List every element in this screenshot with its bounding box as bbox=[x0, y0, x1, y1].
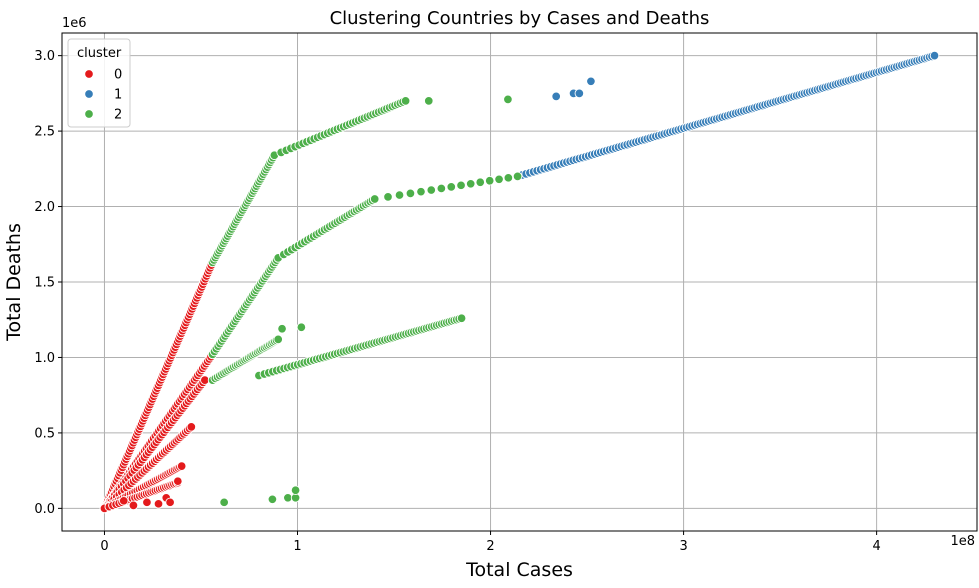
legend: cluster 0 1 2 bbox=[67, 38, 131, 128]
cluster-2-point bbox=[369, 194, 380, 204]
legend-label-2: 2 bbox=[114, 108, 122, 123]
legend-marker-0 bbox=[84, 69, 94, 79]
cluster-1-point bbox=[551, 91, 561, 102]
cluster-0-point bbox=[153, 499, 164, 509]
cluster-2-point bbox=[503, 173, 514, 183]
y-axis-offset-label: 1e6 bbox=[62, 16, 87, 31]
cluster-2-point bbox=[277, 324, 287, 334]
cluster-2-point bbox=[267, 494, 278, 505]
cluster-2-point bbox=[416, 186, 426, 197]
cluster-2-point bbox=[405, 188, 416, 199]
y-tick-label: 2.0 bbox=[34, 200, 55, 215]
cluster-2-point bbox=[494, 174, 504, 185]
x-tick-label: 0 bbox=[100, 539, 108, 554]
data-points bbox=[99, 50, 940, 514]
cluster-0-point bbox=[173, 476, 183, 486]
y-tick-label: 1.5 bbox=[34, 276, 55, 291]
x-axis-offset-label: 1e8 bbox=[950, 534, 975, 549]
y-tick-label: 0.0 bbox=[34, 502, 55, 517]
cluster-0-point bbox=[119, 496, 129, 506]
cluster-2-point bbox=[436, 183, 447, 194]
legend-title: cluster bbox=[77, 46, 122, 61]
legend-box bbox=[67, 38, 131, 128]
cluster-1-point bbox=[574, 88, 585, 99]
y-axis-title: Total Deaths bbox=[3, 223, 25, 342]
axis-ticks: 0 1 2 3 4 0.0 0.5 1.0 1.5 2.0 2.5 3.0 bbox=[34, 49, 880, 554]
legend-marker-1 bbox=[84, 89, 94, 99]
cluster-2-point bbox=[456, 313, 467, 323]
cluster-2-point bbox=[383, 192, 393, 202]
x-tick-label: 4 bbox=[872, 539, 880, 554]
x-axis-title: Total Cases bbox=[465, 559, 573, 581]
cluster-0-point bbox=[186, 422, 197, 432]
cluster-2-point bbox=[446, 182, 457, 192]
x-tick-label: 3 bbox=[679, 539, 687, 554]
legend-entries: 0 1 2 bbox=[84, 68, 122, 123]
y-tick-label: 0.5 bbox=[34, 426, 55, 441]
cluster-2-point bbox=[296, 322, 307, 333]
cluster-1-point bbox=[586, 76, 596, 87]
chart-title: Clustering Countries by Cases and Deaths bbox=[330, 8, 710, 29]
cluster-0-point bbox=[142, 497, 152, 508]
cluster-2-point bbox=[484, 176, 495, 186]
cluster-1-point bbox=[929, 50, 940, 61]
legend-label-0: 0 bbox=[114, 68, 122, 83]
cluster-2-point bbox=[456, 180, 466, 191]
cluster-2-point bbox=[400, 96, 411, 106]
legend-marker-2 bbox=[84, 109, 94, 119]
cluster-2-point bbox=[475, 177, 485, 188]
y-tick-label: 1.0 bbox=[34, 351, 55, 366]
cluster-2-point bbox=[465, 179, 476, 189]
cluster-2-point bbox=[426, 185, 437, 195]
cluster-0-point bbox=[128, 500, 139, 511]
cluster-0-point bbox=[176, 461, 187, 471]
cluster-2-point bbox=[394, 190, 405, 200]
legend-label-1: 1 bbox=[114, 88, 122, 103]
y-tick-label: 2.5 bbox=[34, 125, 55, 140]
cluster-0-point bbox=[165, 497, 175, 508]
cluster-2-point bbox=[219, 497, 229, 508]
x-tick-label: 2 bbox=[486, 539, 494, 554]
cluster-2-point bbox=[273, 334, 283, 345]
x-tick-label: 1 bbox=[293, 539, 301, 554]
cluster-2-point bbox=[512, 171, 523, 182]
cluster-2-point bbox=[290, 485, 301, 496]
y-tick-label: 3.0 bbox=[34, 49, 55, 64]
cluster-2-point bbox=[424, 96, 434, 106]
cluster-2-point bbox=[503, 94, 513, 105]
